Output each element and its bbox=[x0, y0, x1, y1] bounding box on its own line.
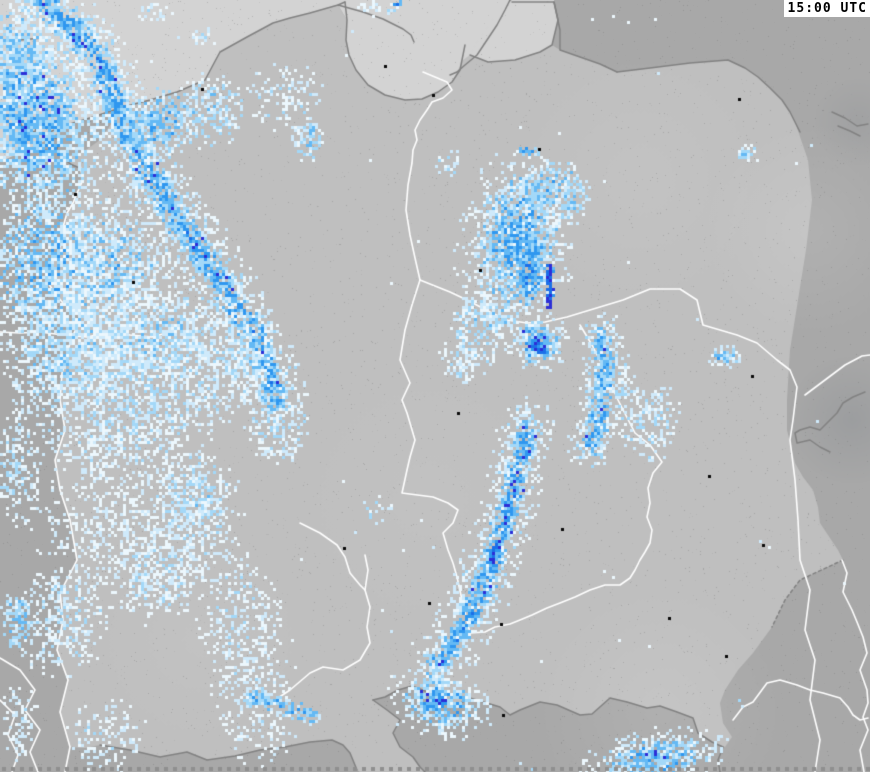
timestamp-badge: 15:00 UTC bbox=[783, 0, 870, 17]
timestamp-text: 15:00 UTC bbox=[787, 1, 867, 16]
